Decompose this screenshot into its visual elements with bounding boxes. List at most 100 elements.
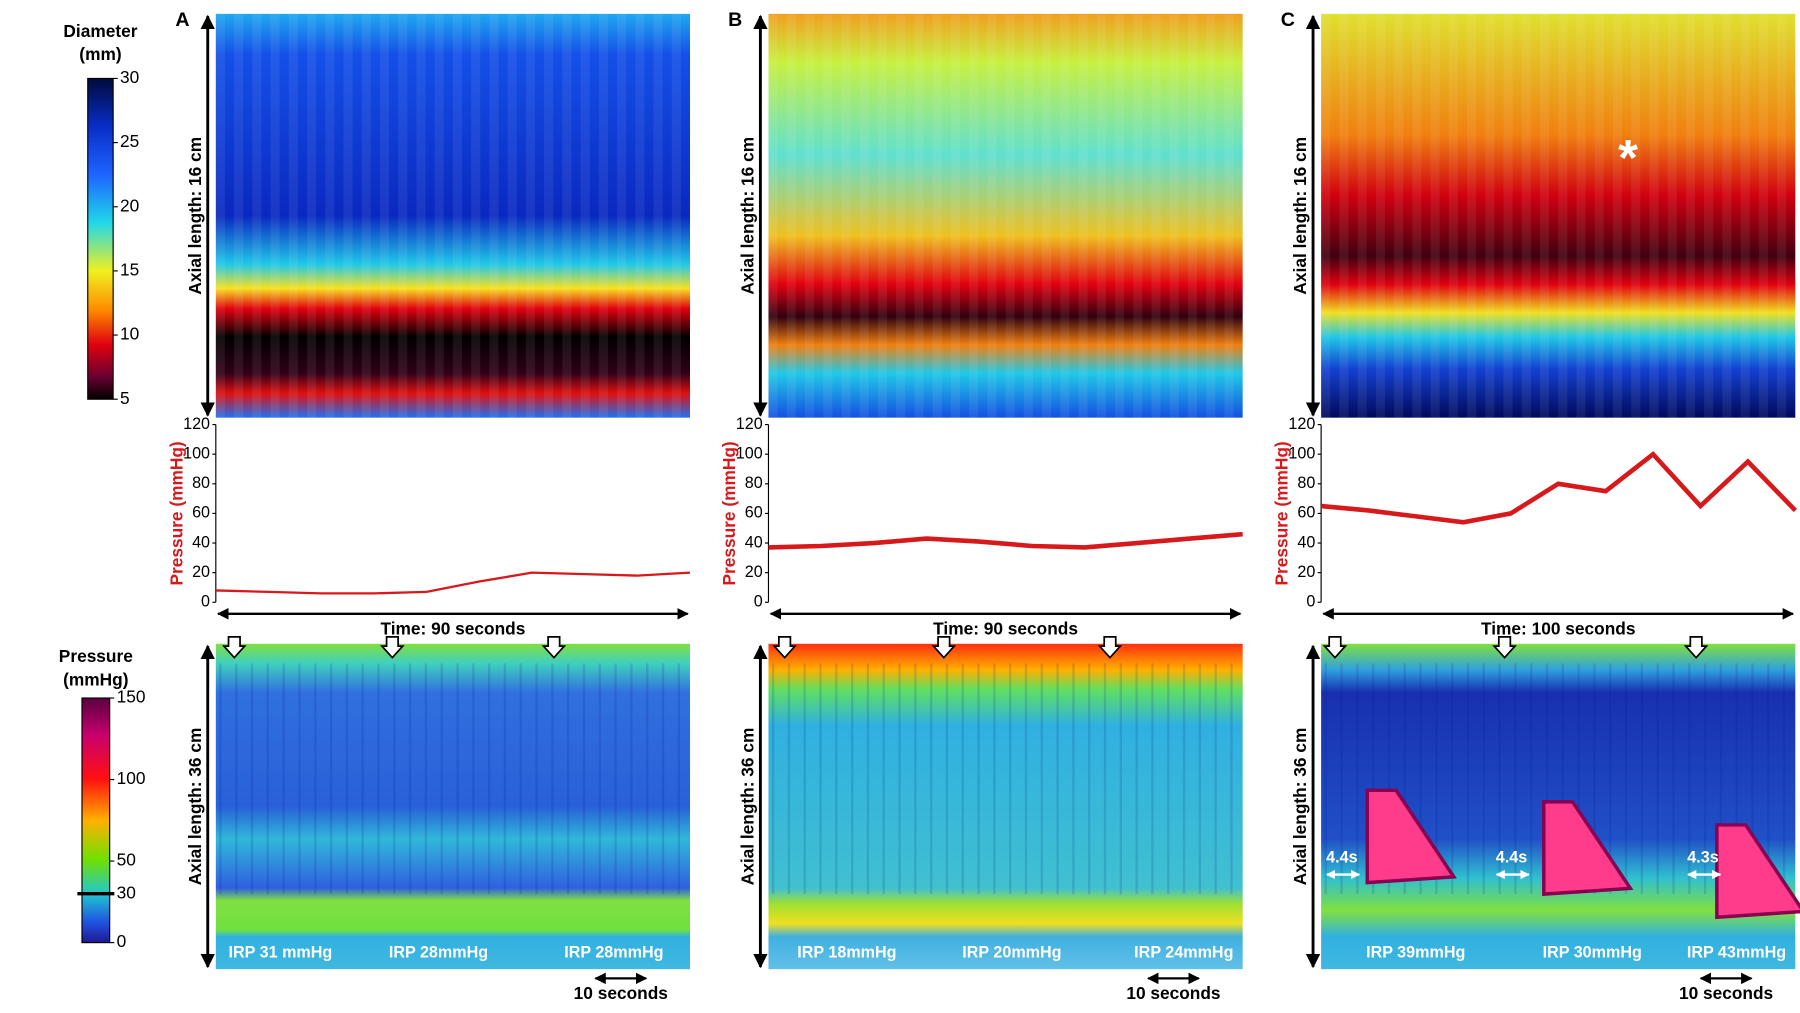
heatmap-stripe xyxy=(1187,13,1198,418)
colorbar xyxy=(87,77,114,400)
y-tick-label: 60 xyxy=(192,504,210,522)
y-tick-label: 20 xyxy=(745,563,763,581)
topography-stripe xyxy=(487,663,491,895)
pressure-line xyxy=(215,571,691,595)
topography-stripe xyxy=(1387,663,1391,895)
diameter-heatmap xyxy=(215,13,691,418)
topography-stripe xyxy=(1182,663,1186,895)
y-axis-label: Pressure (mmHg) xyxy=(1272,441,1292,585)
heatmap-stripe xyxy=(215,13,225,418)
y-tick-label: 40 xyxy=(745,533,763,551)
topography-stripe xyxy=(1056,663,1059,895)
heatmap-stripe xyxy=(343,13,353,418)
heatmap-stripe xyxy=(1631,13,1641,418)
topography-stripe xyxy=(819,663,822,895)
heatmap-stripe xyxy=(1594,13,1604,418)
topography-stripe xyxy=(1735,663,1738,895)
topography-stripe xyxy=(1609,663,1612,895)
heatmap-stripe xyxy=(1430,13,1440,418)
swallow-marker xyxy=(1683,636,1709,659)
topography-stripe xyxy=(1751,663,1754,895)
topography-stripe xyxy=(266,663,270,895)
heatmap-stripe xyxy=(804,13,815,418)
heatmap-stripe xyxy=(1740,13,1750,418)
heatmap-stripe xyxy=(1060,13,1070,418)
topography-stripe xyxy=(582,663,586,895)
topography-stripe xyxy=(408,663,412,895)
topography-stripe xyxy=(1561,663,1564,895)
colorbar-tick-label: 0 xyxy=(117,931,127,951)
heatmap-stripe xyxy=(1777,13,1787,418)
colorbar-tick-label: 100 xyxy=(117,768,146,788)
y-tick-label: 120 xyxy=(736,415,763,433)
topography-stripe xyxy=(1324,663,1327,895)
irp-label: IRP 28mmHg xyxy=(389,943,488,961)
irp-label: IRP 24mmHg xyxy=(1134,943,1233,961)
heatmap-stripe xyxy=(786,13,796,418)
swallow-marker xyxy=(931,636,957,659)
axis-label: Axial length: 36 cm xyxy=(185,728,205,886)
topography-stripe xyxy=(1451,663,1454,895)
x-axis-label: Time: 90 seconds xyxy=(380,619,525,639)
colorbar-tick-label: 150 xyxy=(117,687,146,707)
topography-stripe xyxy=(961,663,964,895)
heatmap-stripe xyxy=(969,13,979,418)
heatmap-stripe xyxy=(270,13,280,418)
pressure-topography xyxy=(215,643,691,970)
heatmap-stripe xyxy=(1339,13,1349,418)
topography-stripe xyxy=(1009,663,1012,895)
y-tick-label: 40 xyxy=(192,533,210,551)
colorbar-tick-label: 30 xyxy=(120,67,139,87)
topography-stripe xyxy=(314,663,317,895)
axis-label: Axial length: 36 cm xyxy=(737,728,757,886)
heatmap-stripe xyxy=(1375,13,1385,418)
heatmap-stripe xyxy=(635,13,645,418)
topography-stripe xyxy=(250,663,254,895)
topography-stripe xyxy=(1403,663,1406,895)
colorbar-tick-label: 20 xyxy=(120,195,139,215)
swallow-marker xyxy=(221,636,247,659)
topography-stripe xyxy=(1419,663,1422,895)
heatmap-stripe xyxy=(841,13,851,418)
topography-stripe xyxy=(1135,663,1138,895)
heatmap-stripe xyxy=(823,13,833,418)
heatmap-stripe xyxy=(1005,13,1015,418)
topography-stripe xyxy=(614,663,617,895)
heatmap-stripe xyxy=(1576,13,1586,418)
topography-stripe xyxy=(1230,663,1233,895)
heatmap-stripe xyxy=(1023,13,1033,418)
high-pressure-zone xyxy=(1542,800,1634,897)
heatmap-stripe xyxy=(1521,13,1531,418)
heatmap-stripe xyxy=(1612,13,1623,418)
topography-stripe xyxy=(882,663,885,895)
topography-stripe xyxy=(1782,663,1786,895)
heatmap-stripe xyxy=(1685,13,1696,418)
x-axis-label: Time: 90 seconds xyxy=(933,619,1078,639)
heatmap-stripe xyxy=(653,13,663,418)
heatmap-stripe xyxy=(1412,13,1422,418)
y-tick-label: 20 xyxy=(1297,563,1315,581)
topography-stripe xyxy=(219,663,222,895)
heatmap-stripe xyxy=(1224,13,1234,418)
heatmap-stripe xyxy=(307,13,317,418)
heatmap-stripe xyxy=(434,13,444,418)
colorbar-title: (mmHg) xyxy=(63,669,128,689)
scale-label: 10 seconds xyxy=(1679,983,1773,1003)
topography-stripe xyxy=(898,663,901,895)
heatmap-stripe xyxy=(234,13,244,418)
duration-label: 4.3s xyxy=(1687,849,1718,867)
colorbar-tick-label: 5 xyxy=(120,388,130,408)
topography-stripe xyxy=(1545,663,1549,895)
heatmap-stripe xyxy=(1503,13,1513,418)
colorbar-tick-label: 30 xyxy=(117,882,136,902)
heatmap-stripe xyxy=(252,13,262,418)
heatmap-stripe xyxy=(1722,13,1732,418)
topography-stripe xyxy=(787,663,791,895)
colorbar-tick-label: 50 xyxy=(117,850,136,870)
topography-stripe xyxy=(598,663,601,895)
topography-stripe xyxy=(1151,663,1154,895)
irp-label: IRP 18mmHg xyxy=(797,943,896,961)
axis-label: Axial length: 36 cm xyxy=(1290,728,1310,886)
y-tick-label: 40 xyxy=(1297,533,1315,551)
